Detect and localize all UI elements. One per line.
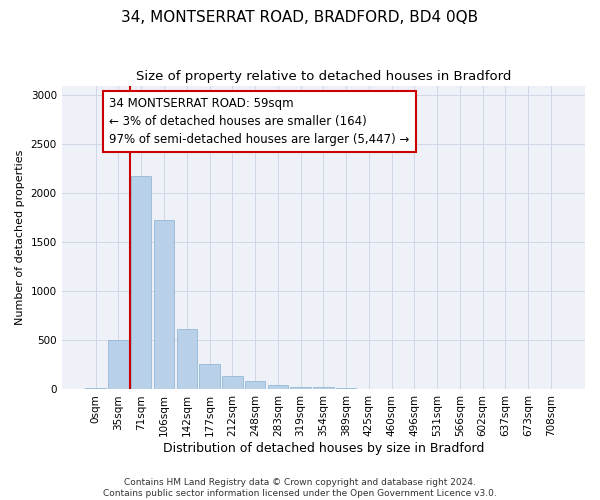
Text: 34 MONTSERRAT ROAD: 59sqm
← 3% of detached houses are smaller (164)
97% of semi-: 34 MONTSERRAT ROAD: 59sqm ← 3% of detach… [109, 98, 410, 146]
Text: 34, MONTSERRAT ROAD, BRADFORD, BD4 0QB: 34, MONTSERRAT ROAD, BRADFORD, BD4 0QB [121, 10, 479, 25]
Bar [108, 340, 129, 390]
Bar [268, 385, 288, 390]
X-axis label: Distribution of detached houses by size in Bradford: Distribution of detached houses by size … [163, 442, 484, 455]
Title: Size of property relative to detached houses in Bradford: Size of property relative to detached ho… [136, 70, 511, 83]
Bar [336, 388, 356, 390]
Bar [85, 388, 106, 390]
Bar [131, 176, 151, 390]
Bar [313, 388, 334, 390]
Bar [154, 220, 174, 390]
Bar [199, 364, 220, 390]
Bar [222, 376, 242, 390]
Bar [290, 386, 311, 390]
Bar [245, 380, 265, 390]
Bar [176, 328, 197, 390]
Y-axis label: Number of detached properties: Number of detached properties [15, 150, 25, 325]
Text: Contains HM Land Registry data © Crown copyright and database right 2024.
Contai: Contains HM Land Registry data © Crown c… [103, 478, 497, 498]
